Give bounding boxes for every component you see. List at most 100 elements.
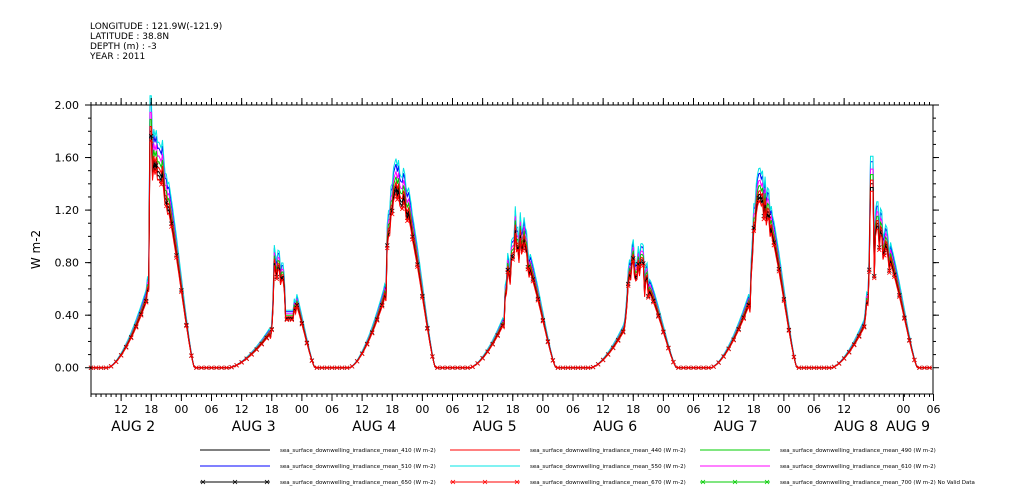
- series-marker: [229, 364, 234, 370]
- series-marker: [530, 278, 536, 284]
- series-marker: [153, 163, 159, 168]
- series-marker: [314, 365, 320, 371]
- series-marker: [435, 365, 440, 371]
- series-marker: [389, 211, 395, 217]
- series-marker: [776, 268, 782, 274]
- x-tick-label: 06: [205, 403, 219, 416]
- series-marker: [490, 342, 495, 347]
- series-marker: [816, 365, 822, 371]
- legend-marker: [482, 479, 488, 485]
- series-marker: [515, 248, 521, 253]
- series-marker: [806, 365, 812, 371]
- series-marker: [887, 270, 892, 275]
- series-marker: [826, 365, 832, 371]
- series-marker: [108, 364, 114, 369]
- legend-marker: [264, 479, 270, 485]
- series-marker: [199, 365, 204, 371]
- legend-label: sea_surface_downwelling_irradiance_mean_…: [280, 480, 436, 486]
- series-marker: [615, 338, 621, 344]
- series-marker: [585, 365, 591, 371]
- series-marker: [430, 354, 435, 359]
- series-marker: [595, 362, 601, 367]
- series-marker: [400, 203, 405, 208]
- series-marker: [540, 318, 546, 324]
- series-line-3: [91, 102, 932, 369]
- series-marker: [771, 242, 777, 248]
- series-marker: [460, 365, 465, 371]
- series-marker: [113, 359, 119, 365]
- series-marker: [671, 359, 676, 365]
- series-marker: [138, 313, 144, 318]
- series-marker: [505, 267, 511, 273]
- series-marker: [696, 365, 701, 371]
- series-marker: [721, 354, 726, 359]
- series-marker: [791, 354, 797, 360]
- metadata-header: LONGITUDE : 121.9W(-121.9) LATITUDE : 38…: [90, 22, 222, 62]
- legend-label: sea_surface_downwelling_irradiance_mean_…: [280, 464, 436, 470]
- series-marker: [701, 365, 706, 371]
- legend-marker: [514, 479, 520, 485]
- series-marker: [153, 167, 159, 172]
- series-marker: [550, 358, 556, 363]
- series-marker: [194, 365, 199, 371]
- x-tick-label: 18: [506, 403, 520, 416]
- legend-label: sea_surface_downwelling_irradiance_mean_…: [530, 480, 686, 486]
- x-tick-label: 18: [626, 403, 640, 416]
- series-marker: [400, 206, 405, 212]
- y-tick-label: 1.20: [55, 204, 80, 217]
- series-marker: [164, 203, 169, 209]
- series-marker: [666, 346, 671, 351]
- year-text: YEAR : 2011: [90, 52, 146, 62]
- series-marker: [836, 361, 842, 366]
- series-marker: [224, 365, 229, 371]
- series-marker: [445, 365, 450, 371]
- series-marker: [711, 364, 716, 369]
- x-tick-label: 00: [536, 403, 550, 416]
- series-marker: [174, 255, 179, 260]
- x-tick-label: 18: [385, 403, 399, 416]
- series-marker: [143, 300, 149, 305]
- series-marker: [324, 365, 330, 371]
- series-marker: [204, 365, 209, 371]
- series-marker: [179, 289, 184, 295]
- series-marker: [123, 345, 129, 350]
- series-marker: [259, 342, 264, 347]
- series-marker: [304, 341, 310, 346]
- series-marker: [651, 299, 656, 305]
- x-tick-label: 00: [415, 403, 429, 416]
- series-marker: [575, 365, 581, 371]
- series-marker: [415, 264, 420, 269]
- series-marker: [148, 138, 154, 144]
- series-marker: [716, 360, 721, 365]
- legend-label: sea_surface_downwelling_irradiance_mean_…: [280, 448, 436, 454]
- x-tick-label: 06: [687, 403, 701, 416]
- series-marker: [98, 365, 104, 371]
- y-tick-label: 2.00: [55, 99, 80, 112]
- x-tick-label: 18: [265, 403, 279, 416]
- series-marker: [374, 318, 380, 323]
- series-marker: [706, 365, 711, 371]
- y-tick-label: 0.00: [55, 362, 80, 375]
- series-marker: [103, 365, 109, 371]
- x-tick-label: 06: [807, 403, 821, 416]
- series-marker: [907, 338, 912, 344]
- series-marker: [279, 277, 285, 283]
- x-tick-label: 18: [144, 403, 158, 416]
- series-marker: [485, 349, 490, 355]
- series-marker: [560, 365, 566, 371]
- series-marker: [500, 324, 505, 329]
- legend-marker: [200, 479, 206, 485]
- series-marker: [565, 365, 571, 371]
- x-tick-label: 00: [656, 403, 670, 416]
- legend-marker: [764, 479, 770, 485]
- day-label: AUG 9: [886, 419, 930, 435]
- series-marker: [741, 316, 746, 321]
- legend-label: sea_surface_downwelling_irradiance_mean_…: [780, 480, 975, 486]
- x-tick-label: 00: [896, 403, 910, 416]
- series-marker: [746, 303, 752, 309]
- series-marker: [495, 333, 500, 339]
- series-marker: [450, 365, 455, 371]
- legend-marker: [700, 479, 706, 485]
- series-layer: [88, 95, 932, 371]
